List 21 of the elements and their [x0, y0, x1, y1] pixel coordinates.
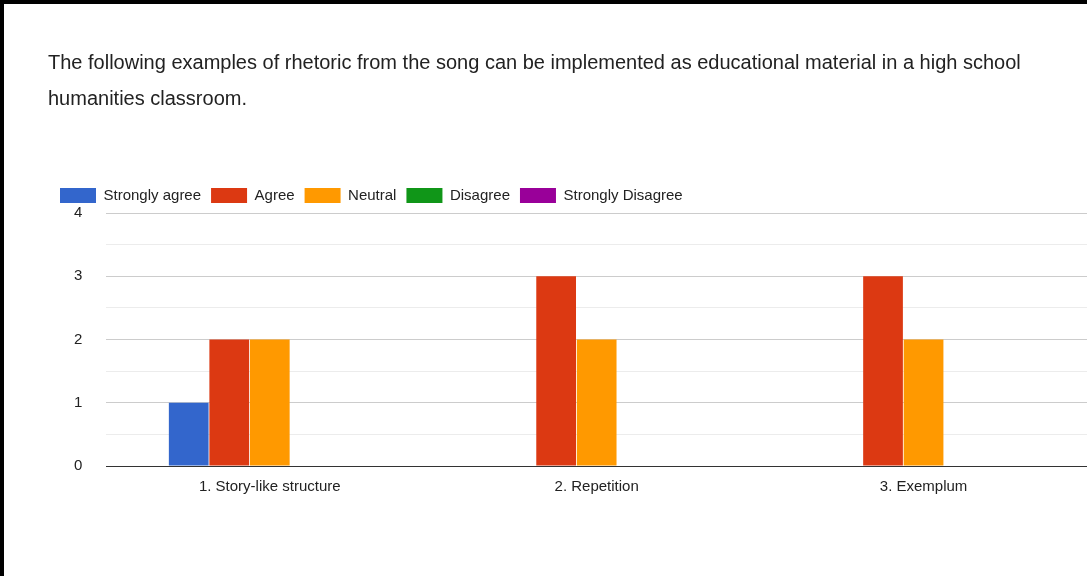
y-tick-label: 4 — [74, 203, 83, 221]
bar — [536, 276, 576, 466]
bar — [863, 276, 903, 466]
x-tick-label: 3. Exemplum — [879, 477, 968, 495]
x-tick-label: 2. Repetition — [554, 477, 639, 495]
x-tick-label: 1. Story-like structure — [198, 477, 341, 495]
chart-title: The following examples of rhetoric from the song can be implemented as educational material in a high school humanities classroom. — [48, 50, 1022, 111]
bar — [209, 339, 250, 466]
y-tick-label: 2 — [74, 329, 83, 347]
y-tick-label: 0 — [74, 456, 83, 474]
bar — [249, 339, 290, 466]
bar — [168, 402, 209, 466]
y-tick-label: 3 — [74, 266, 83, 284]
bar — [903, 339, 944, 466]
legend-label: Strongly agree — [103, 185, 202, 203]
bar — [576, 339, 617, 466]
legend-label: Disagree — [449, 185, 510, 203]
legend-label: Agree — [254, 185, 295, 203]
legend-label: Strongly Disagree — [563, 185, 683, 203]
legend-label: Neutral — [348, 185, 397, 203]
y-tick-label: 1 — [74, 392, 83, 410]
